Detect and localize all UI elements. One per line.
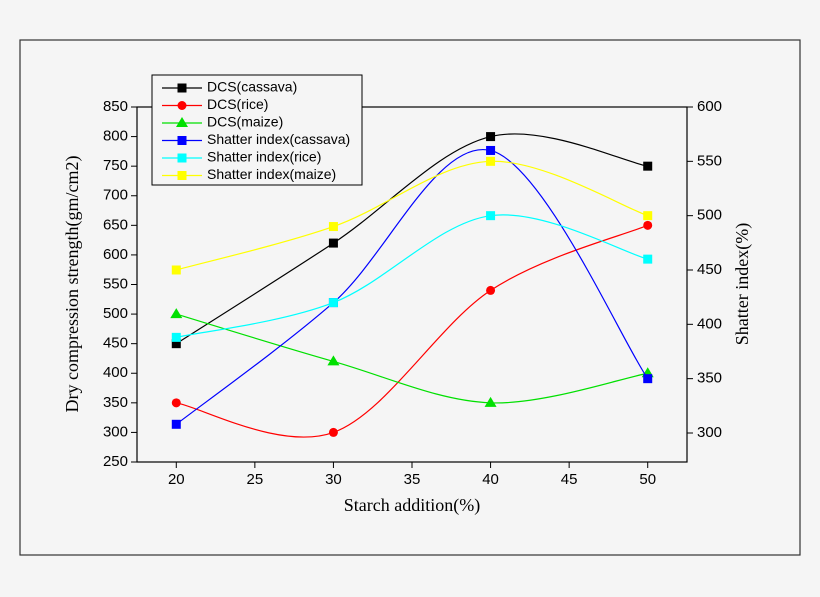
marker: [171, 419, 181, 429]
marker: [177, 83, 187, 93]
y-tick-label: 300: [103, 423, 128, 440]
y-tick-label: 350: [103, 394, 128, 411]
marker: [328, 298, 338, 308]
marker: [643, 374, 653, 384]
series-line: [176, 160, 648, 271]
series-line: [175, 133, 648, 345]
y-tick-label: 250: [103, 453, 128, 470]
x-tick-label: 30: [325, 471, 342, 488]
marker: [171, 339, 181, 349]
marker: [486, 145, 496, 155]
series-line: [176, 214, 648, 338]
y2-tick-label: 550: [697, 152, 722, 169]
x-tick-label: 25: [247, 471, 264, 488]
marker: [484, 396, 497, 407]
y2-axis-label: Shatter index(%): [732, 223, 753, 345]
marker: [328, 222, 338, 232]
y2-tick-label: 500: [697, 207, 722, 224]
y-tick-label: 800: [103, 128, 128, 145]
legend-label: DCS(cassava): [207, 79, 297, 95]
x-tick-label: 40: [482, 471, 499, 488]
marker: [177, 136, 187, 145]
y-tick-label: 700: [103, 187, 128, 204]
x-axis-label: Starch addition(%): [344, 495, 480, 516]
x-tick-label: 35: [404, 471, 421, 488]
legend-label: Shatter index(rice): [207, 149, 321, 165]
y2-tick-label: 350: [697, 370, 722, 387]
marker: [171, 332, 181, 342]
marker: [643, 211, 653, 221]
series-line: [176, 313, 648, 404]
marker: [177, 171, 187, 180]
y2-tick-label: 450: [697, 261, 722, 278]
y-tick-label: 450: [103, 335, 128, 352]
legend-label: DCS(maize): [207, 114, 283, 130]
legend-box: [151, 74, 363, 186]
marker: [170, 308, 183, 319]
y2-tick-label: 300: [697, 424, 722, 441]
y-tick-label: 650: [103, 216, 128, 233]
y-tick-label: 400: [103, 364, 128, 381]
y-axis-label: Dry compression strength(gm/cm2): [62, 156, 83, 413]
marker: [486, 156, 496, 166]
marker: [486, 132, 496, 142]
marker: [327, 355, 340, 366]
y2-tick-label: 600: [697, 98, 722, 115]
marker: [177, 153, 187, 163]
series-line: [176, 224, 648, 438]
marker: [328, 427, 338, 437]
y-tick-label: 850: [103, 98, 128, 115]
legend-label: DCS(rice): [207, 96, 268, 112]
series-line: [175, 148, 649, 425]
marker: [643, 254, 653, 264]
x-tick-label: 50: [639, 471, 656, 488]
marker: [486, 211, 496, 221]
legend-label: Shatter index(cassava): [207, 131, 350, 147]
y-tick-label: 550: [103, 275, 128, 292]
legend-label: Shatter index(maize): [207, 166, 336, 182]
marker: [176, 117, 188, 127]
y-tick-label: 500: [103, 305, 128, 322]
x-tick-label: 45: [561, 471, 578, 488]
marker: [171, 398, 181, 408]
y-tick-label: 750: [103, 157, 128, 174]
marker: [171, 265, 181, 275]
y-tick-label: 600: [103, 246, 128, 263]
marker: [486, 285, 496, 295]
y2-tick-label: 400: [697, 315, 722, 332]
marker: [643, 220, 653, 230]
marker: [177, 101, 187, 110]
x-tick-label: 20: [168, 471, 185, 488]
marker: [328, 238, 338, 248]
marker: [643, 161, 653, 171]
